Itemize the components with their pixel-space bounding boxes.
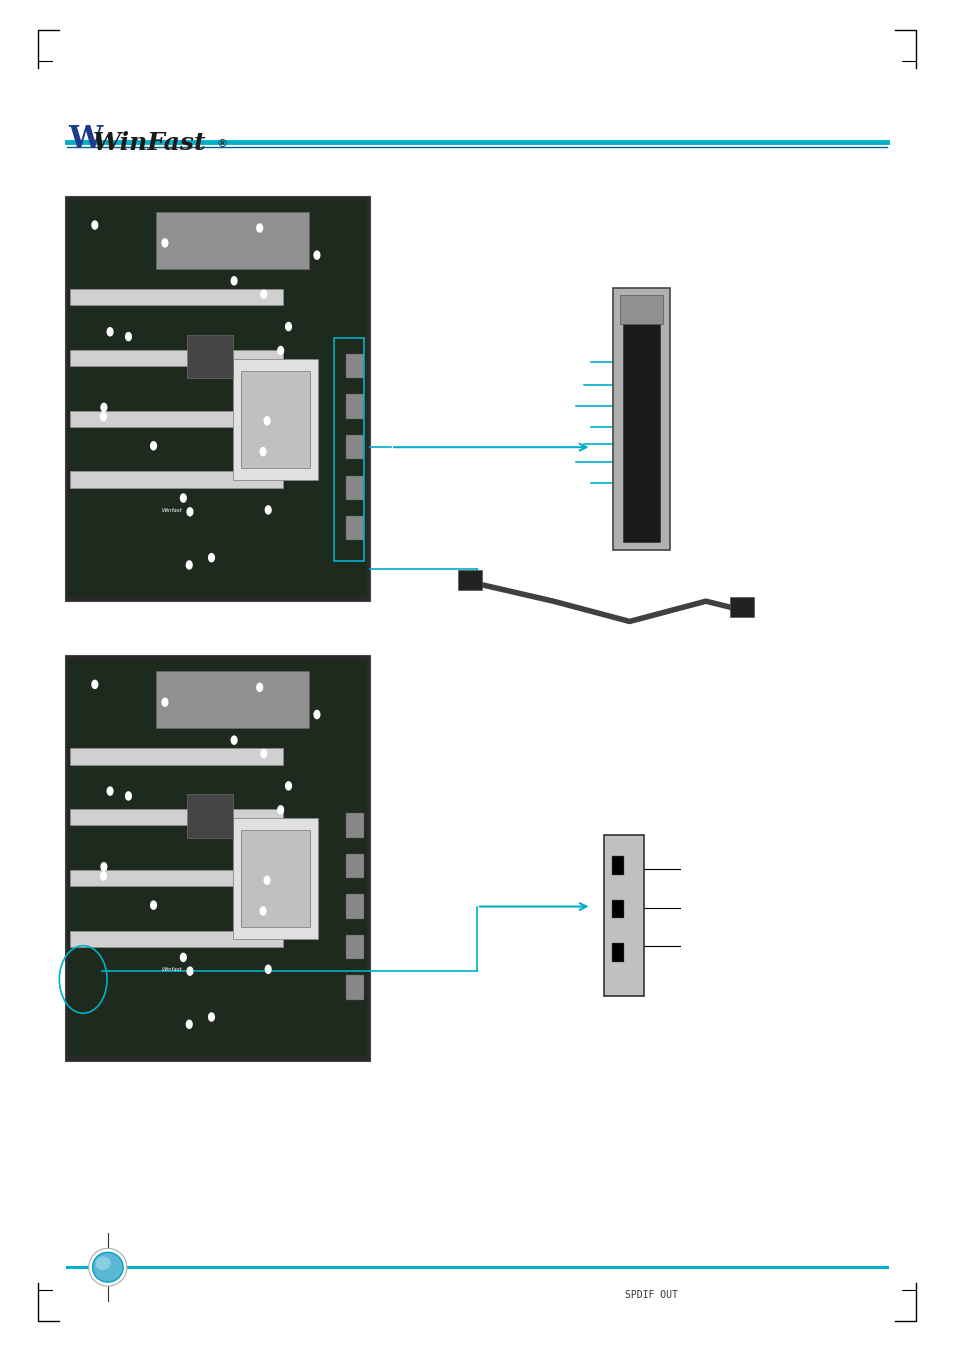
Bar — [241, 370, 310, 467]
Text: W: W — [69, 124, 103, 155]
Bar — [187, 335, 233, 378]
Bar — [233, 817, 318, 939]
Bar — [457, 570, 481, 590]
Circle shape — [100, 871, 106, 880]
Circle shape — [256, 684, 262, 692]
Circle shape — [261, 750, 267, 758]
Circle shape — [285, 323, 291, 331]
Circle shape — [180, 494, 186, 503]
FancyBboxPatch shape — [65, 655, 370, 1061]
FancyBboxPatch shape — [613, 288, 669, 550]
Bar — [156, 212, 309, 269]
FancyBboxPatch shape — [65, 196, 370, 601]
Bar — [345, 394, 364, 419]
Ellipse shape — [95, 1256, 111, 1270]
Circle shape — [91, 222, 97, 230]
Bar — [334, 338, 364, 561]
FancyBboxPatch shape — [68, 200, 367, 597]
FancyBboxPatch shape — [603, 835, 643, 996]
Bar — [70, 748, 283, 765]
Circle shape — [107, 788, 112, 796]
Circle shape — [261, 290, 267, 299]
Bar — [345, 935, 364, 959]
Bar — [345, 975, 364, 1000]
Bar — [345, 476, 364, 500]
Circle shape — [100, 412, 106, 420]
Circle shape — [209, 1013, 214, 1021]
Circle shape — [151, 442, 156, 450]
Bar — [70, 931, 283, 947]
Bar — [345, 516, 364, 540]
Text: WinFast: WinFast — [92, 131, 206, 155]
Circle shape — [187, 508, 193, 516]
Circle shape — [209, 554, 214, 562]
Text: ®: ® — [216, 139, 228, 149]
Ellipse shape — [89, 1248, 127, 1286]
Circle shape — [186, 561, 192, 569]
Circle shape — [186, 1020, 192, 1028]
Circle shape — [126, 332, 132, 340]
Text: Winfast: Winfast — [161, 508, 182, 513]
Bar — [187, 794, 233, 838]
Circle shape — [314, 711, 319, 719]
Circle shape — [265, 505, 271, 513]
Circle shape — [285, 782, 291, 790]
Circle shape — [187, 967, 193, 975]
Bar — [345, 854, 364, 878]
Bar — [70, 289, 283, 305]
Circle shape — [264, 877, 270, 885]
Circle shape — [126, 792, 132, 800]
Ellipse shape — [92, 1252, 123, 1282]
Bar — [156, 671, 309, 728]
FancyBboxPatch shape — [619, 295, 662, 324]
Bar — [345, 354, 364, 378]
FancyBboxPatch shape — [68, 659, 367, 1056]
Bar — [233, 358, 318, 480]
Circle shape — [277, 346, 283, 354]
Circle shape — [277, 805, 283, 813]
Circle shape — [180, 954, 186, 962]
Circle shape — [256, 224, 262, 232]
Bar — [611, 900, 623, 919]
Circle shape — [162, 698, 168, 707]
Circle shape — [101, 404, 107, 412]
Text: SPDIF OUT: SPDIF OUT — [624, 1290, 677, 1300]
Circle shape — [107, 328, 112, 336]
Circle shape — [162, 239, 168, 247]
Bar — [611, 943, 623, 962]
Circle shape — [265, 965, 271, 973]
Bar — [345, 813, 364, 838]
Bar — [70, 870, 283, 886]
Bar — [70, 350, 283, 366]
Bar — [241, 830, 310, 927]
Bar — [729, 597, 753, 617]
Bar — [70, 809, 283, 825]
Bar — [70, 411, 283, 427]
Text: Winfast: Winfast — [161, 967, 182, 973]
Circle shape — [91, 681, 97, 689]
Circle shape — [260, 907, 266, 915]
Circle shape — [231, 277, 236, 285]
Bar — [345, 894, 364, 919]
Circle shape — [101, 863, 107, 871]
Circle shape — [264, 417, 270, 426]
Bar — [611, 857, 623, 875]
Circle shape — [151, 901, 156, 909]
Circle shape — [231, 736, 236, 744]
FancyBboxPatch shape — [622, 317, 659, 542]
Circle shape — [260, 447, 266, 455]
Bar — [70, 471, 283, 488]
Bar — [345, 435, 364, 459]
Circle shape — [314, 251, 319, 259]
